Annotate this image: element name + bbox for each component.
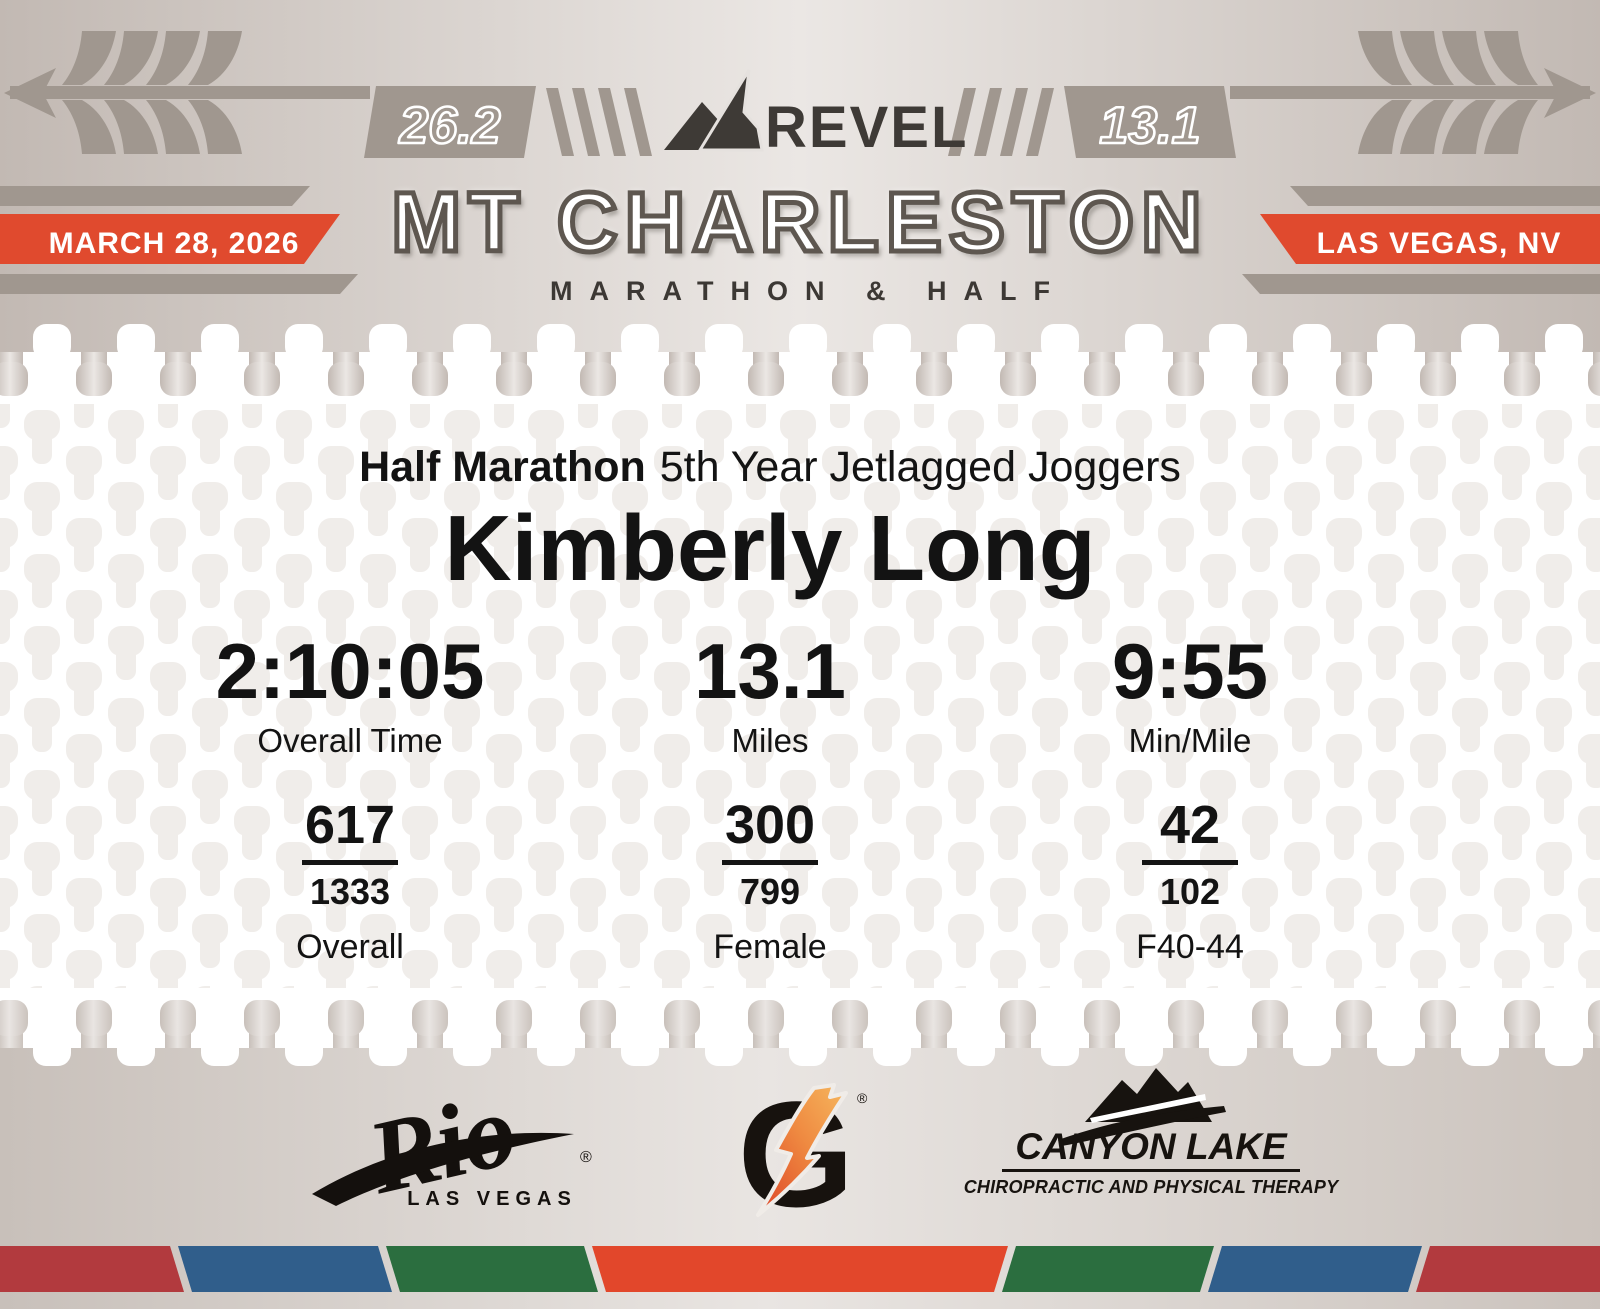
- location-banner: [1260, 214, 1600, 264]
- distance-badge-left-label: 26.2: [398, 97, 500, 155]
- division-place: 42: [1159, 795, 1221, 855]
- gatorade-logo: G ®: [738, 1070, 868, 1238]
- rank-divider: [302, 860, 398, 865]
- footer-color-strip: [0, 1246, 1600, 1292]
- miles-label: Miles: [731, 722, 809, 759]
- division-total: 102: [1159, 871, 1221, 912]
- stat-overall-time: 2:10:05 Overall Time: [150, 630, 550, 760]
- event-subtitle: MARATHON & HALF: [550, 276, 1067, 306]
- division-rank-label: F40-44: [1136, 928, 1244, 966]
- left-banner-bars: [0, 186, 358, 294]
- canyon-lake-mountain-icon: [1058, 1068, 1226, 1146]
- date-banner: [0, 214, 340, 264]
- location-banner-label: LAS VEGAS, NV: [1316, 227, 1562, 260]
- date-banner-label: MARCH 28, 2026: [48, 227, 300, 260]
- overall-rank-label: Overall: [296, 928, 404, 966]
- gender-place: 300: [724, 795, 816, 855]
- canyon-lake-wordmark: CANYON LAKE: [1015, 1126, 1287, 1167]
- miles-value: 13.1: [694, 627, 846, 715]
- gender-rank-label: Female: [713, 928, 827, 966]
- card-texture: [0, 404, 1600, 988]
- overall-time-label: Overall Time: [257, 722, 443, 759]
- ranking-overall: 617 1333 Overall: [150, 797, 550, 967]
- gatorade-bolt-icon: [756, 1083, 848, 1217]
- team-name: 5th Year Jetlagged Joggers: [659, 443, 1181, 491]
- runner-name: Kimberly Long: [444, 496, 1096, 600]
- distance-badge-right-label: 13.1: [1099, 97, 1200, 155]
- rio-registered-mark: ®: [580, 1149, 592, 1166]
- gender-total: 799: [739, 871, 801, 912]
- rio-swoosh: [312, 1132, 574, 1206]
- pace-label: Min/Mile: [1128, 722, 1252, 759]
- rank-divider: [722, 860, 818, 865]
- revel-wordmark: REVEL: [765, 95, 968, 160]
- race-name: Half Marathon: [359, 443, 646, 491]
- distance-badge-right: [1064, 86, 1236, 158]
- race-and-team-line: Half Marathon 5th Year Jetlagged Joggers: [0, 442, 1540, 492]
- gatorade-registered-mark: ®: [857, 1090, 868, 1106]
- stat-pace: 9:55 Min/Mile: [990, 630, 1390, 760]
- ranking-gender: 300 799 Female: [570, 797, 970, 967]
- distance-badge-left: [364, 86, 536, 158]
- overall-time-value: 2:10:05: [215, 627, 485, 715]
- rio-location-label: LAS VEGAS: [407, 1188, 577, 1210]
- revel-mountain-icon: [664, 69, 764, 152]
- canyon-lake-divider: [1002, 1169, 1300, 1172]
- rank-divider: [1142, 860, 1238, 865]
- stat-miles: 13.1 Miles: [570, 630, 970, 760]
- event-title: MT CHARLESTON: [389, 175, 1209, 269]
- ranking-division: 42 102 F40-44: [990, 797, 1390, 967]
- canyon-lake-tagline: CHIROPRACTIC AND PHYSICAL THERAPY: [963, 1177, 1339, 1197]
- pace-value: 9:55: [1111, 627, 1269, 715]
- overall-total: 1333: [309, 871, 391, 912]
- overall-place: 617: [304, 795, 396, 855]
- right-banner-bars: [1242, 186, 1600, 294]
